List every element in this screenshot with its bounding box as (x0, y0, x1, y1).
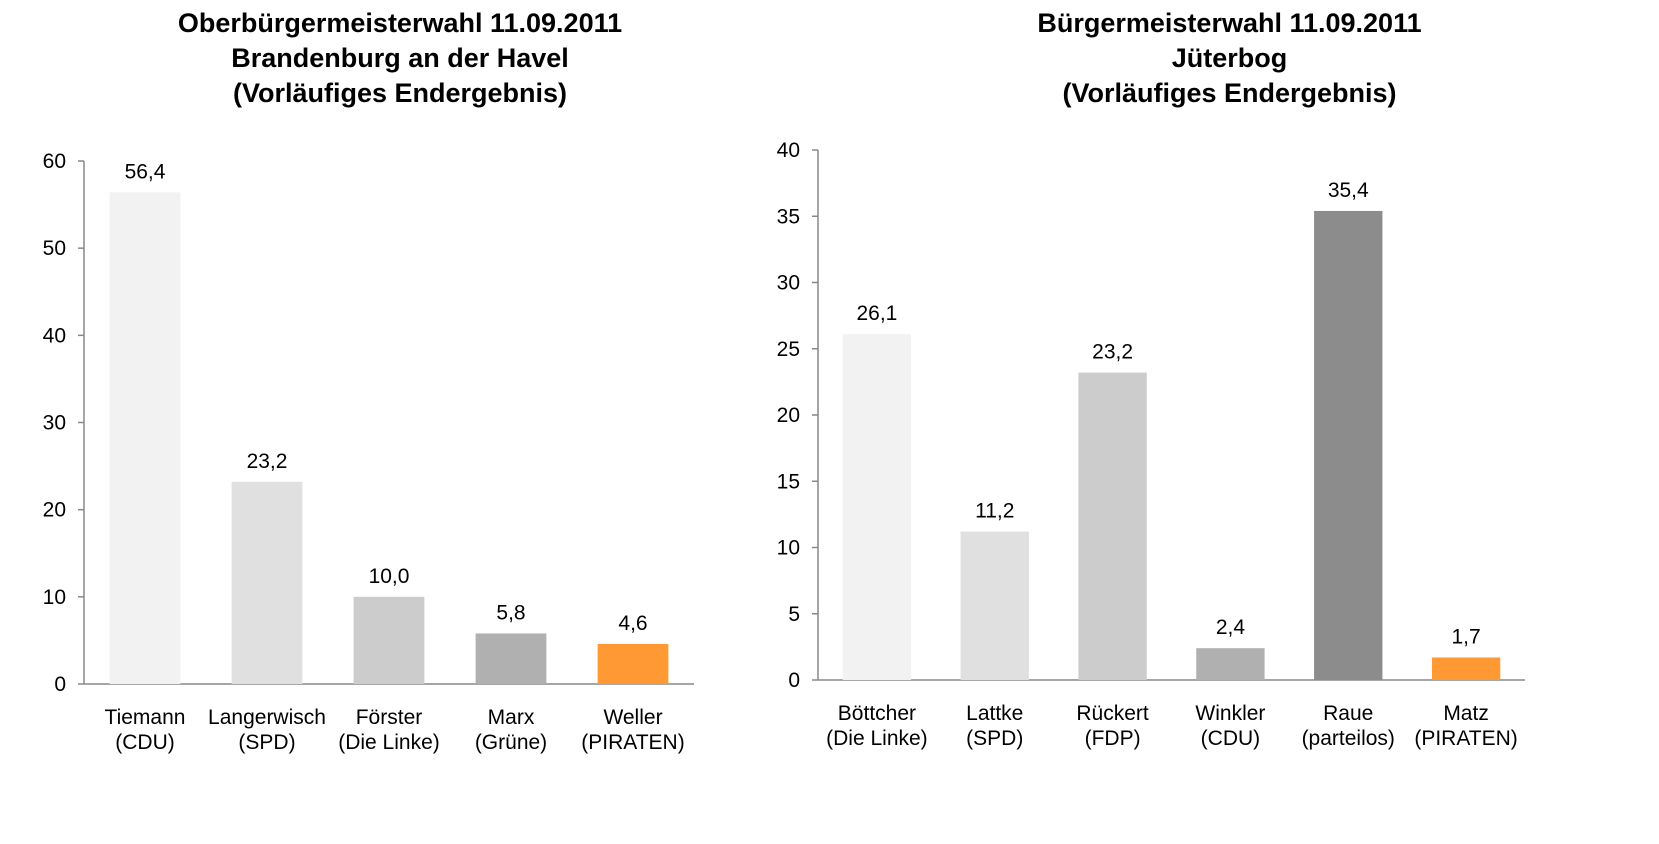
bar-chart-svg: 0 5 10 15 20 25 30 35 40 26,1 Böttcher(Die Linke) 1… (777, 139, 1525, 750)
y-tick-label: 10 (43, 586, 66, 609)
chart-title: Oberbürgermeisterwahl 11.09.2011 Branden… (177, 8, 623, 108)
category-label: Winkler (1195, 702, 1265, 725)
category-label: (PIRATEN) (581, 731, 684, 754)
category-label: Böttcher (838, 702, 916, 725)
bar (960, 531, 1029, 680)
y-tick-label: 30 (777, 272, 800, 295)
bar (353, 596, 425, 684)
bar (1431, 657, 1501, 680)
bar (1196, 648, 1265, 680)
bar (1314, 210, 1383, 680)
data-label: 1,7 (1451, 625, 1480, 648)
chart-jueterbog: Bürgermeisterwahl 11.09.2011 Jüterbog (V… (777, 0, 1659, 844)
data-label: 23,2 (247, 450, 288, 473)
category-label: Marx (488, 706, 535, 729)
chart-brandenburg: Oberbürgermeisterwahl 11.09.2011 Branden… (0, 0, 800, 844)
bar (842, 334, 912, 680)
chart-title: Bürgermeisterwahl 11.09.2011 Jüterbog (V… (1037, 8, 1422, 108)
data-label: 23,2 (1092, 341, 1133, 364)
y-tick-label: 60 (43, 150, 66, 173)
y-tick-label: 0 (788, 669, 800, 692)
category-label: Förster (356, 706, 423, 729)
category-label: Weller (603, 706, 662, 729)
category-label: (CDU) (1201, 727, 1260, 750)
data-label: 26,1 (856, 302, 897, 325)
bar (231, 481, 303, 684)
bar (475, 633, 547, 684)
category-label: (SPD) (966, 727, 1023, 750)
y-tick-label: 50 (43, 237, 66, 260)
category-label: (Die Linke) (826, 727, 928, 750)
category-label: Tiemann (105, 706, 186, 729)
bar-chart-svg: 0 10 20 30 40 50 60 56,4 Tiemann(CDU) 23,2 Langerw… (43, 150, 694, 754)
bar (597, 643, 669, 684)
data-label: 10,0 (369, 565, 410, 588)
category-label: (CDU) (115, 731, 174, 754)
category-label: Langerwisch (208, 706, 326, 729)
category-label: Rückert (1076, 702, 1149, 725)
data-label: 11,2 (975, 500, 1014, 523)
category-label: Lattke (966, 702, 1023, 725)
y-tick-label: 15 (777, 470, 800, 493)
category-label: (Die Linke) (338, 731, 440, 754)
data-label: 4,6 (618, 612, 647, 635)
category-label: Matz (1443, 702, 1489, 725)
y-tick-label: 20 (777, 404, 800, 427)
y-tick-label: 25 (777, 338, 800, 361)
data-label: 5,8 (496, 601, 525, 624)
category-label: Raue (1323, 702, 1373, 725)
category-label: (Grüne) (475, 731, 547, 754)
y-tick-label: 30 (43, 412, 66, 435)
y-tick-label: 0 (54, 673, 66, 696)
y-tick-label: 5 (788, 603, 800, 626)
y-tick-label: 10 (777, 537, 800, 560)
y-tick-label: 35 (777, 205, 800, 228)
data-label: 2,4 (1216, 616, 1246, 639)
category-label: (parteilos) (1302, 727, 1395, 750)
category-label: (FDP) (1085, 727, 1141, 750)
category-label: (SPD) (238, 731, 295, 754)
category-label: (PIRATEN) (1414, 727, 1517, 750)
y-tick-label: 20 (43, 499, 66, 522)
y-tick-label: 40 (43, 324, 66, 347)
bar (109, 192, 181, 684)
bar (1078, 372, 1147, 680)
y-tick-label: 40 (777, 139, 800, 162)
data-label: 56,4 (125, 160, 166, 183)
data-label: 35,4 (1328, 179, 1369, 202)
